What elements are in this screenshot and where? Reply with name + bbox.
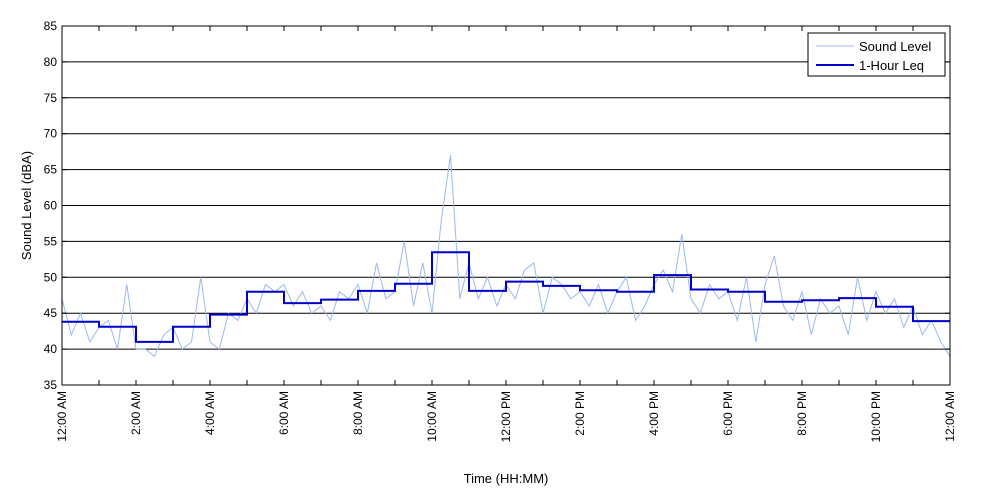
- y-tick-label: 60: [44, 199, 58, 213]
- y-axis-ticks: 35 40 45 50 55 60 65 70 75 80 85: [44, 19, 950, 392]
- x-tick-label: 2:00 AM: [129, 391, 143, 435]
- y-tick-label: 50: [44, 270, 58, 284]
- x-tick-label: 12:00 AM: [943, 391, 957, 442]
- x-tick-label: 12:00 AM: [55, 391, 69, 442]
- y-tick-label: 65: [44, 163, 58, 177]
- y-tick-label: 85: [44, 19, 58, 33]
- legend-entry-leq: 1-Hour Leq: [859, 58, 924, 73]
- x-axis-label: Time (HH:MM): [464, 471, 549, 486]
- leq-series: [62, 251, 950, 343]
- legend-entry-sound-level: Sound Level: [859, 39, 931, 54]
- x-axis-ticks: 12:00 AM 2:00 AM 4:00 AM 6:00 AM 8:00 AM 10:0…: [55, 26, 957, 442]
- y-tick-label: 70: [44, 127, 58, 141]
- x-tick-label: 8:00 PM: [795, 391, 809, 436]
- x-tick-label: 6:00 AM: [277, 391, 291, 435]
- legend: Sound Level 1-Hour Leq: [807, 32, 946, 77]
- y-tick-label: 75: [44, 91, 58, 105]
- x-tick-label: 2:00 PM: [573, 391, 587, 436]
- x-tick-label: 6:00 PM: [721, 391, 735, 436]
- y-axis-label: Sound Level (dBA): [19, 151, 34, 260]
- grid-lines: [62, 61, 950, 350]
- y-tick-label: 45: [44, 306, 58, 320]
- leq-step-line: [62, 251, 950, 343]
- y-tick-label: 40: [44, 342, 58, 356]
- x-tick-label: 8:00 AM: [351, 391, 365, 435]
- x-tick-label: 4:00 PM: [647, 391, 661, 436]
- y-tick-label: 55: [44, 234, 58, 248]
- x-tick-label: 12:00 PM: [499, 391, 513, 442]
- y-tick-label: 80: [44, 55, 58, 69]
- x-tick-label: 10:00 AM: [425, 391, 439, 442]
- y-tick-label: 35: [44, 378, 58, 392]
- legend-box: [807, 32, 946, 77]
- x-tick-label: 4:00 AM: [203, 391, 217, 435]
- x-tick-label: 10:00 PM: [869, 391, 883, 442]
